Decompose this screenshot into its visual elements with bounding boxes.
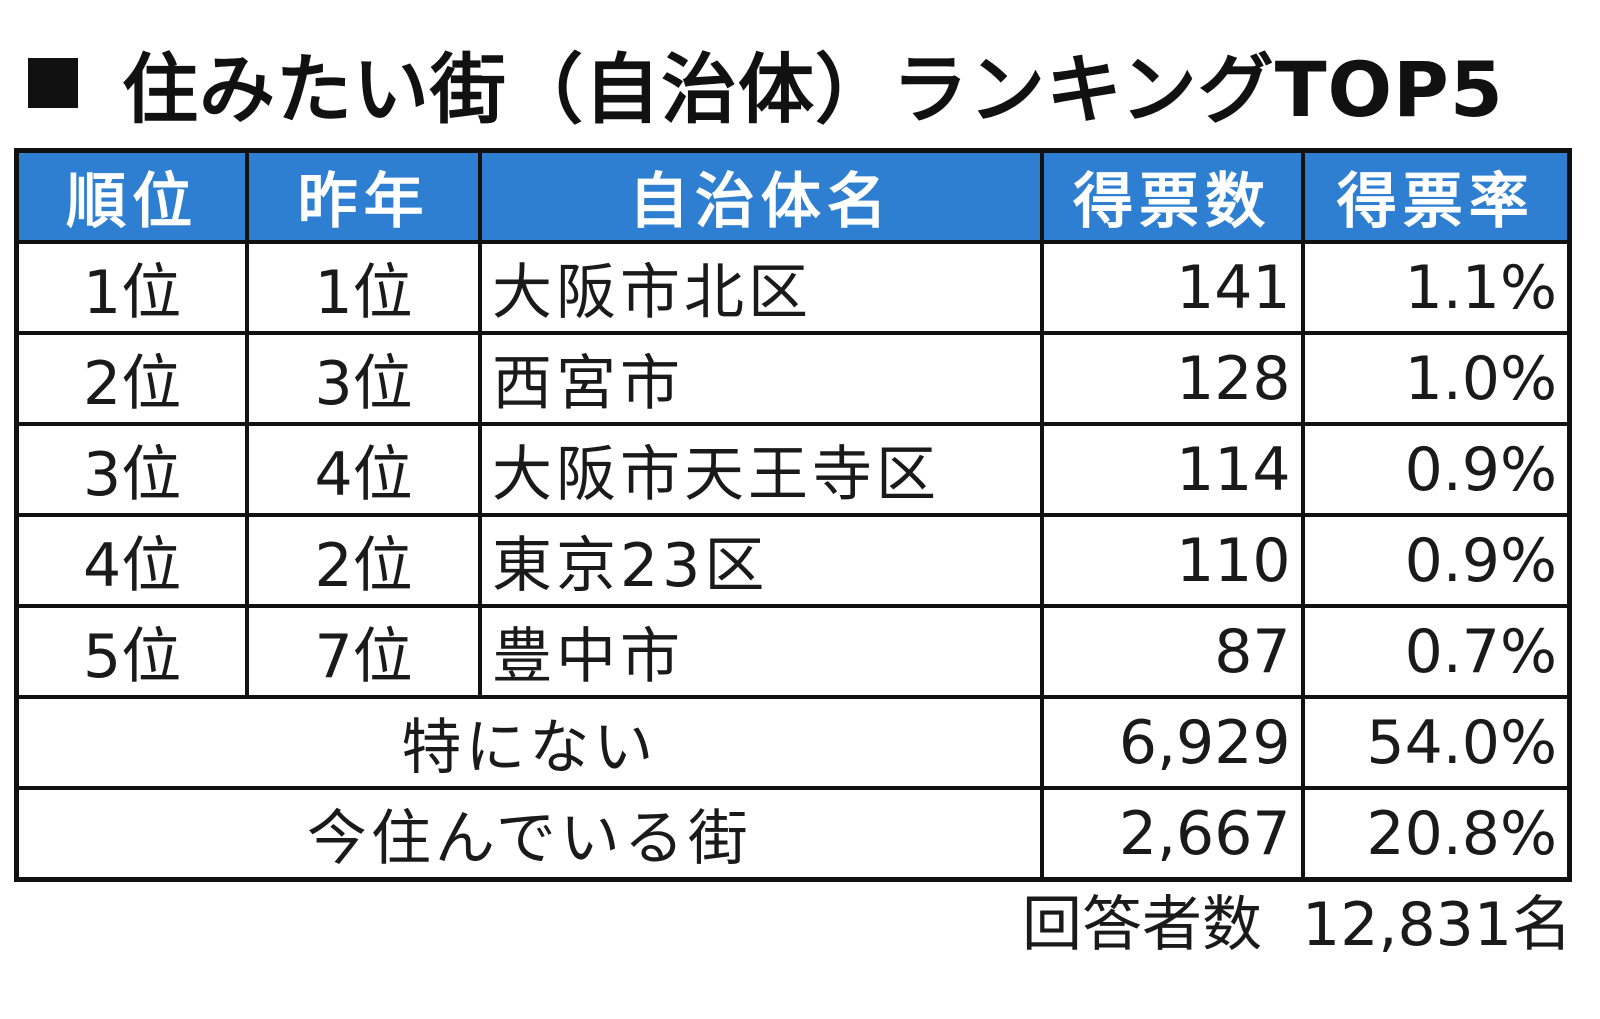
table-row: 2位 3位 西宮市 128 1.0% (14, 331, 1572, 426)
rate-cell: 0.9% (1300, 513, 1572, 608)
page-title-text: 住みたい街（自治体）ランキングTOP5 (122, 45, 1504, 134)
rate-cell: 0.9% (1300, 422, 1572, 517)
rate-cell: 20.8% (1300, 786, 1572, 882)
municipality-cell: 東京23区 (477, 513, 1044, 608)
header-rate: 得票率 (1300, 148, 1572, 244)
votes-cell: 6,929 (1039, 695, 1305, 790)
header-votes: 得票数 (1039, 148, 1305, 244)
municipality-cell: 大阪市北区 (477, 240, 1044, 335)
table-row-none: 特にない 6,929 54.0% (14, 695, 1572, 790)
rank-cell: 4位 (14, 513, 250, 608)
last-year-cell: 7位 (245, 604, 482, 699)
municipality-cell: 西宮市 (477, 331, 1044, 426)
ranking-table: 順位 昨年 自治体名 得票数 得票率 1位 1位 大阪市北区 141 1.1% … (14, 148, 1572, 882)
label-cell: 特にない (14, 695, 1044, 790)
table-row: 5位 7位 豊中市 87 0.7% (14, 604, 1572, 699)
table-row: 3位 4位 大阪市天王寺区 114 0.9% (14, 422, 1572, 517)
header-rank: 順位 (14, 148, 250, 244)
respondent-count-label: 回答者数 (1022, 890, 1263, 960)
last-year-cell: 4位 (245, 422, 482, 517)
header-last-year: 昨年 (245, 148, 482, 244)
square-bullet-icon (28, 58, 78, 108)
rank-cell: 1位 (14, 240, 250, 335)
table-row: 4位 2位 東京23区 110 0.9% (14, 513, 1572, 608)
rank-cell: 3位 (14, 422, 250, 517)
header-municipality: 自治体名 (477, 148, 1044, 244)
respondent-count-value: 12,831名 (1302, 890, 1572, 960)
last-year-cell: 1位 (245, 240, 482, 335)
votes-cell: 2,667 (1039, 786, 1305, 882)
municipality-cell: 大阪市天王寺区 (477, 422, 1044, 517)
rate-cell: 0.7% (1300, 604, 1572, 699)
rank-cell: 2位 (14, 331, 250, 426)
table-header-row: 順位 昨年 自治体名 得票数 得票率 (14, 148, 1572, 244)
municipality-cell: 豊中市 (477, 604, 1044, 699)
table-row: 1位 1位 大阪市北区 141 1.1% (14, 240, 1572, 335)
label-cell: 今住んでいる街 (14, 786, 1044, 882)
page-title: 住みたい街（自治体）ランキングTOP5 (28, 28, 1504, 138)
last-year-cell: 2位 (245, 513, 482, 608)
table-row-current-town: 今住んでいる街 2,667 20.8% (14, 786, 1572, 882)
votes-cell: 87 (1039, 604, 1305, 699)
respondent-count: 回答者数 12,831名 (1022, 876, 1572, 963)
votes-cell: 128 (1039, 331, 1305, 426)
votes-cell: 110 (1039, 513, 1305, 608)
votes-cell: 114 (1039, 422, 1305, 517)
rate-cell: 1.1% (1300, 240, 1572, 335)
rate-cell: 1.0% (1300, 331, 1572, 426)
last-year-cell: 3位 (245, 331, 482, 426)
votes-cell: 141 (1039, 240, 1305, 335)
rate-cell: 54.0% (1300, 695, 1572, 790)
rank-cell: 5位 (14, 604, 250, 699)
